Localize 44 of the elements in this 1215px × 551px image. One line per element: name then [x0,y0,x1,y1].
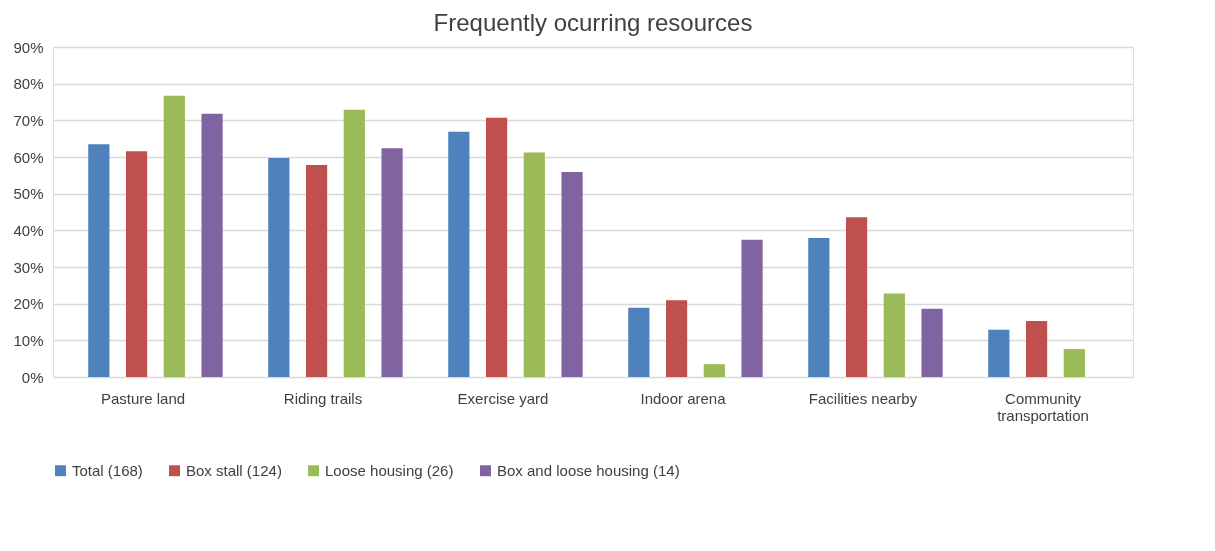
bar [883,293,905,377]
y-tick-label: 40% [13,221,44,239]
bar [448,131,470,377]
bar [125,151,148,377]
legend-label: Loose housing (26) [325,461,454,479]
y-tick-label: 50% [13,185,44,203]
bar [1063,349,1085,377]
legend-label: Box stall (124) [186,461,282,479]
x-tick-label: Exercise yard [457,389,549,407]
x-tick-label: Pasture land [100,389,186,407]
bar [305,165,328,377]
bar [741,239,763,377]
bar [268,158,290,377]
y-tick-label: 20% [13,295,44,313]
bar [808,238,830,377]
y-tick-label: 60% [13,148,44,166]
bar [1025,320,1048,377]
bar [988,329,1010,377]
bar [88,144,110,377]
y-tick-label: 80% [13,75,44,93]
x-tick-label: Indoor arena [640,389,727,407]
y-tick-label: 10% [13,331,44,349]
x-tick-label: Riding trails [283,389,363,407]
bar [381,148,403,377]
bar [845,217,868,377]
x-tick-label: Facilities nearby [808,389,918,407]
bar [665,300,688,377]
y-tick-label: 0% [21,368,44,386]
chart-title: Frequently ocurring resources [433,9,753,36]
y-tick-label: 90% [13,38,44,56]
bar [485,117,508,377]
bar [163,95,185,377]
y-tick-label: 30% [13,258,44,276]
bar [523,152,545,377]
bar [561,172,583,377]
bar [628,307,650,377]
legend-label: Box and loose housing (14) [497,461,680,479]
bar [343,109,365,377]
bar [921,308,943,377]
y-tick-label: 70% [13,111,44,129]
bar [703,364,725,377]
legend-label: Total (168) [72,461,143,479]
bar [201,113,223,377]
x-tick-label: Community transportation [997,389,1089,424]
